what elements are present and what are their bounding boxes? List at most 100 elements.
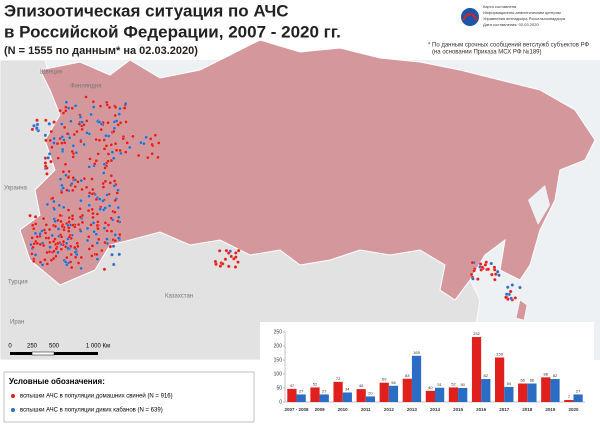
bar bbox=[504, 386, 514, 402]
bar bbox=[287, 388, 297, 402]
outbreak-dot bbox=[117, 112, 122, 116]
value-label: 7 bbox=[568, 394, 571, 399]
outbreak-dot bbox=[99, 127, 103, 132]
outbreak-dot bbox=[73, 255, 78, 259]
x-tick-label: 2016 bbox=[476, 407, 487, 412]
outbreak-dot bbox=[471, 277, 475, 281]
outbreak-dot bbox=[54, 254, 58, 258]
outbreak-dot bbox=[112, 126, 117, 130]
outbreak-dot bbox=[40, 263, 45, 267]
outbreak-dot bbox=[50, 233, 54, 238]
bar bbox=[481, 379, 491, 402]
outbreak-dot bbox=[102, 226, 107, 230]
outbreak-dot bbox=[139, 140, 143, 145]
outbreak-dot bbox=[67, 229, 71, 233]
bar bbox=[411, 355, 422, 402]
outbreak-dot bbox=[98, 207, 102, 211]
outbreak-dot bbox=[65, 132, 70, 136]
outbreak-dot bbox=[71, 144, 76, 148]
bar bbox=[495, 357, 505, 402]
outbreak-dot bbox=[96, 220, 100, 224]
outbreak-dot bbox=[518, 285, 522, 290]
outbreak-dot bbox=[90, 207, 94, 212]
outbreak-dot bbox=[106, 152, 111, 156]
outbreak-dot bbox=[76, 222, 81, 227]
outbreak-dot bbox=[38, 232, 42, 236]
outbreak-dot bbox=[105, 193, 109, 197]
outbreak-dot bbox=[48, 138, 52, 143]
outbreak-dot bbox=[486, 267, 490, 271]
outbreak-dot bbox=[82, 142, 86, 147]
outbreak-dot bbox=[149, 137, 153, 141]
outbreak-dot bbox=[84, 185, 89, 190]
outbreak-dot bbox=[124, 150, 128, 154]
outbreak-dot bbox=[103, 221, 108, 225]
logo-text: Информационно-аналитическим центром bbox=[483, 10, 561, 15]
outbreak-dot bbox=[79, 199, 83, 203]
outbreak-dot bbox=[33, 253, 38, 257]
outbreak-dot bbox=[70, 217, 75, 221]
logo-text: Управления ветнадзора Россельхознадзора bbox=[483, 16, 566, 21]
outbreak-dot bbox=[38, 260, 43, 264]
country-label: Казахстан bbox=[165, 294, 193, 300]
y-tick-label: 50 bbox=[276, 385, 282, 391]
outbreak-dot bbox=[52, 136, 56, 141]
outbreak-dot bbox=[109, 143, 113, 147]
outbreak-dot bbox=[29, 242, 33, 247]
outbreak-dot bbox=[111, 244, 116, 248]
outbreak-dot bbox=[76, 180, 80, 184]
outbreak-dot bbox=[32, 124, 36, 128]
legend: Условные обозначения: вспышки АЧС в попу… bbox=[3, 371, 255, 423]
okhotsk-sea bbox=[528, 185, 550, 225]
outbreak-dot bbox=[223, 257, 228, 261]
outbreak-dot bbox=[114, 119, 119, 123]
outbreak-dot bbox=[33, 215, 38, 219]
outbreak-dot bbox=[66, 175, 71, 180]
outbreak-dot bbox=[93, 162, 97, 166]
outbreak-dot bbox=[47, 122, 51, 126]
x-tick-label: 2012 bbox=[384, 407, 395, 412]
outbreak-dot bbox=[112, 129, 116, 134]
x-tick-label: 2007 - 2008 bbox=[285, 407, 310, 412]
outbreak-dot bbox=[46, 156, 50, 160]
outbreak-dot bbox=[50, 145, 54, 149]
outbreak-dot bbox=[146, 155, 150, 160]
outbreak-dot bbox=[513, 296, 518, 300]
outbreak-dot bbox=[73, 104, 78, 108]
outbreak-dot bbox=[78, 215, 83, 219]
outbreak-dot bbox=[113, 198, 117, 203]
outbreak-dot bbox=[131, 134, 135, 139]
outbreak-dot bbox=[60, 224, 64, 229]
x-tick-label: 2010 bbox=[338, 407, 349, 412]
outbreak-dot bbox=[113, 105, 118, 109]
outbreak-dot bbox=[66, 246, 70, 250]
logo: Карта составлена Информационно-аналитиче… bbox=[461, 4, 566, 27]
legend-item: вспышки АЧС в популяции диких кабанов (N… bbox=[20, 408, 163, 414]
value-label: 165 bbox=[413, 350, 420, 355]
outbreak-dot bbox=[87, 194, 91, 198]
outbreak-dot bbox=[88, 157, 92, 161]
outbreak-dot bbox=[118, 148, 122, 153]
value-label: 52 bbox=[451, 382, 456, 387]
logo-text: Карта составлена bbox=[483, 4, 517, 9]
outbreak-dot bbox=[35, 122, 40, 127]
outbreak-dot bbox=[69, 252, 73, 257]
outbreak-dot bbox=[103, 166, 107, 170]
outbreak-dot bbox=[103, 206, 107, 210]
outbreak-dot bbox=[113, 210, 117, 214]
outbreak-dot bbox=[52, 199, 56, 204]
outbreak-dot bbox=[58, 108, 62, 113]
bar bbox=[564, 400, 574, 402]
outbreak-dot bbox=[74, 151, 79, 155]
outbreak-dots bbox=[28, 95, 522, 302]
value-label: 50 bbox=[460, 382, 465, 387]
outbreak-dot bbox=[32, 259, 36, 263]
outbreak-dot bbox=[65, 188, 69, 192]
outbreak-dot bbox=[87, 235, 91, 239]
outbreak-dot bbox=[110, 253, 114, 257]
outbreak-dot bbox=[68, 260, 73, 264]
outbreak-dot bbox=[118, 121, 123, 125]
outbreak-dot bbox=[67, 169, 71, 174]
outbreak-dot bbox=[89, 112, 93, 117]
outbreak-dot bbox=[91, 187, 95, 192]
